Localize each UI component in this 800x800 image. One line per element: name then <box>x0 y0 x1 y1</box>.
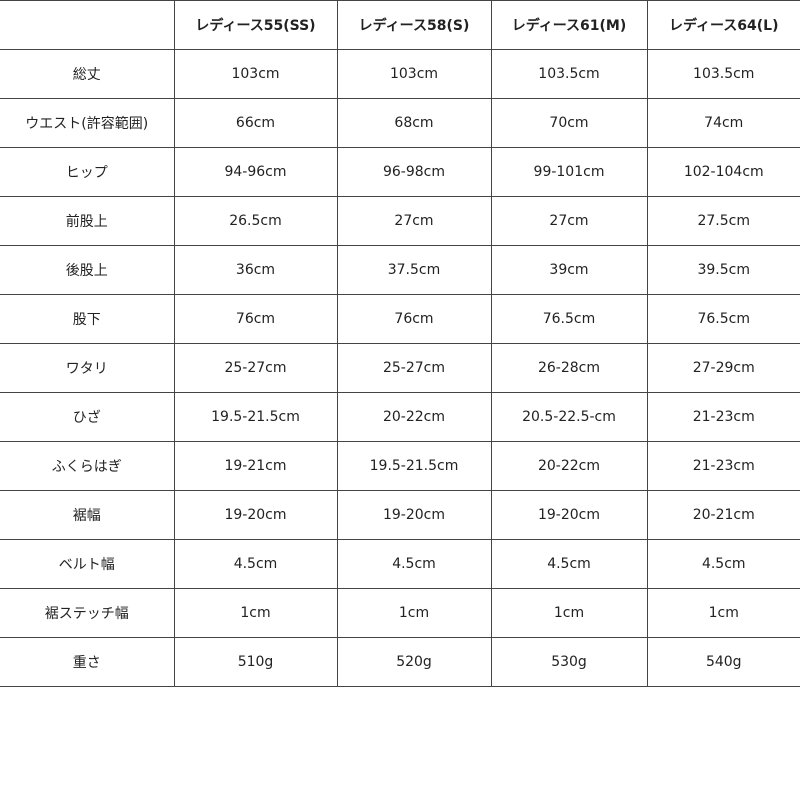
table-cell: 103.5cm <box>646 49 800 99</box>
table-row: ふくらはぎ 19-21cm 19.5-21.5cm 20-22cm 21-23cm <box>0 441 800 491</box>
table-cell: 20-22cm <box>490 441 648 491</box>
header-cell: レディース64(L) <box>646 0 800 50</box>
table-cell: 540g <box>646 637 800 687</box>
table-cell: 102-104cm <box>646 147 800 197</box>
table-cell: 19.5-21.5cm <box>173 392 338 442</box>
header-cell: レディース58(S) <box>336 0 492 50</box>
table-cell: 21-23cm <box>646 392 800 442</box>
table-cell: 96-98cm <box>336 147 492 197</box>
table-row: 股下 76cm 76cm 76.5cm 76.5cm <box>0 294 800 344</box>
row-label: 裾ステッチ幅 <box>0 588 175 638</box>
row-label: ウエスト(許容範囲) <box>0 98 175 148</box>
table-row: 裾幅 19-20cm 19-20cm 19-20cm 20-21cm <box>0 490 800 540</box>
table-row: ひざ 19.5-21.5cm 20-22cm 20.5-22.5-cm 21-23cm <box>0 392 800 442</box>
row-label: 総丈 <box>0 49 175 99</box>
table-cell: 19-20cm <box>336 490 492 540</box>
table-cell: 25-27cm <box>173 343 338 393</box>
table-row: 後股上 36cm 37.5cm 39cm 39.5cm <box>0 245 800 295</box>
table-cell: 27cm <box>490 196 648 246</box>
table-cell: 103.5cm <box>490 49 648 99</box>
table-cell: 510g <box>173 637 338 687</box>
table-row: ワタリ 25-27cm 25-27cm 26-28cm 27-29cm <box>0 343 800 393</box>
table-cell: 19-21cm <box>173 441 338 491</box>
table-cell: 27-29cm <box>646 343 800 393</box>
table-cell: 20.5-22.5-cm <box>490 392 648 442</box>
table-cell: 66cm <box>173 98 338 148</box>
row-label: ふくらはぎ <box>0 441 175 491</box>
table-cell: 68cm <box>336 98 492 148</box>
table-cell: 25-27cm <box>336 343 492 393</box>
row-label: 裾幅 <box>0 490 175 540</box>
table-cell: 520g <box>336 637 492 687</box>
table-cell: 4.5cm <box>646 539 800 589</box>
row-label: ワタリ <box>0 343 175 393</box>
table-cell: 103cm <box>336 49 492 99</box>
table-cell: 20-21cm <box>646 490 800 540</box>
table-cell: 1cm <box>490 588 648 638</box>
table-cell: 74cm <box>646 98 800 148</box>
table-row: 総丈 103cm 103cm 103.5cm 103.5cm <box>0 49 800 99</box>
row-label: ベルト幅 <box>0 539 175 589</box>
table-row: ウエスト(許容範囲) 66cm 68cm 70cm 74cm <box>0 98 800 148</box>
row-label: 重さ <box>0 637 175 687</box>
table-row: 前股上 26.5cm 27cm 27cm 27.5cm <box>0 196 800 246</box>
table-cell: 4.5cm <box>490 539 648 589</box>
corner-cell <box>0 0 175 50</box>
row-label: ひざ <box>0 392 175 442</box>
table-cell: 76.5cm <box>646 294 800 344</box>
header-cell: レディース55(SS) <box>173 0 338 50</box>
table-cell: 36cm <box>173 245 338 295</box>
table-cell: 37.5cm <box>336 245 492 295</box>
table-cell: 21-23cm <box>646 441 800 491</box>
row-label: 前股上 <box>0 196 175 246</box>
table-row: ベルト幅 4.5cm 4.5cm 4.5cm 4.5cm <box>0 539 800 589</box>
table-cell: 1cm <box>173 588 338 638</box>
table-cell: 4.5cm <box>173 539 338 589</box>
table-cell: 26.5cm <box>173 196 338 246</box>
table-cell: 94-96cm <box>173 147 338 197</box>
table-cell: 70cm <box>490 98 648 148</box>
table-cell: 1cm <box>336 588 492 638</box>
table-cell: 39cm <box>490 245 648 295</box>
table-cell: 39.5cm <box>646 245 800 295</box>
table-row: ヒップ 94-96cm 96-98cm 99-101cm 102-104cm <box>0 147 800 197</box>
table-cell: 19-20cm <box>173 490 338 540</box>
table-cell: 4.5cm <box>336 539 492 589</box>
table-body: 総丈 103cm 103cm 103.5cm 103.5cm ウエスト(許容範囲) 66cm… <box>0 49 800 687</box>
row-label: 股下 <box>0 294 175 344</box>
table-row: 重さ 510g 520g 530g 540g <box>0 637 800 687</box>
table-cell: 1cm <box>646 588 800 638</box>
table-cell: 27.5cm <box>646 196 800 246</box>
row-label: ヒップ <box>0 147 175 197</box>
table-cell: 19.5-21.5cm <box>336 441 492 491</box>
table-cell: 103cm <box>173 49 338 99</box>
header-cell: レディース61(M) <box>490 0 648 50</box>
table-cell: 76cm <box>173 294 338 344</box>
table-cell: 76.5cm <box>490 294 648 344</box>
table-row: 裾ステッチ幅 1cm 1cm 1cm 1cm <box>0 588 800 638</box>
table-cell: 99-101cm <box>490 147 648 197</box>
table-cell: 19-20cm <box>490 490 648 540</box>
table-cell: 76cm <box>336 294 492 344</box>
table-cell: 26-28cm <box>490 343 648 393</box>
table-cell: 27cm <box>336 196 492 246</box>
row-label: 後股上 <box>0 245 175 295</box>
size-table: レディース55(SS) レディース58(S) レディース61(M) レディース64(L… <box>0 0 800 687</box>
header-row: レディース55(SS) レディース58(S) レディース61(M) レディース64(L… <box>0 0 800 50</box>
table-cell: 530g <box>490 637 648 687</box>
table-cell: 20-22cm <box>336 392 492 442</box>
